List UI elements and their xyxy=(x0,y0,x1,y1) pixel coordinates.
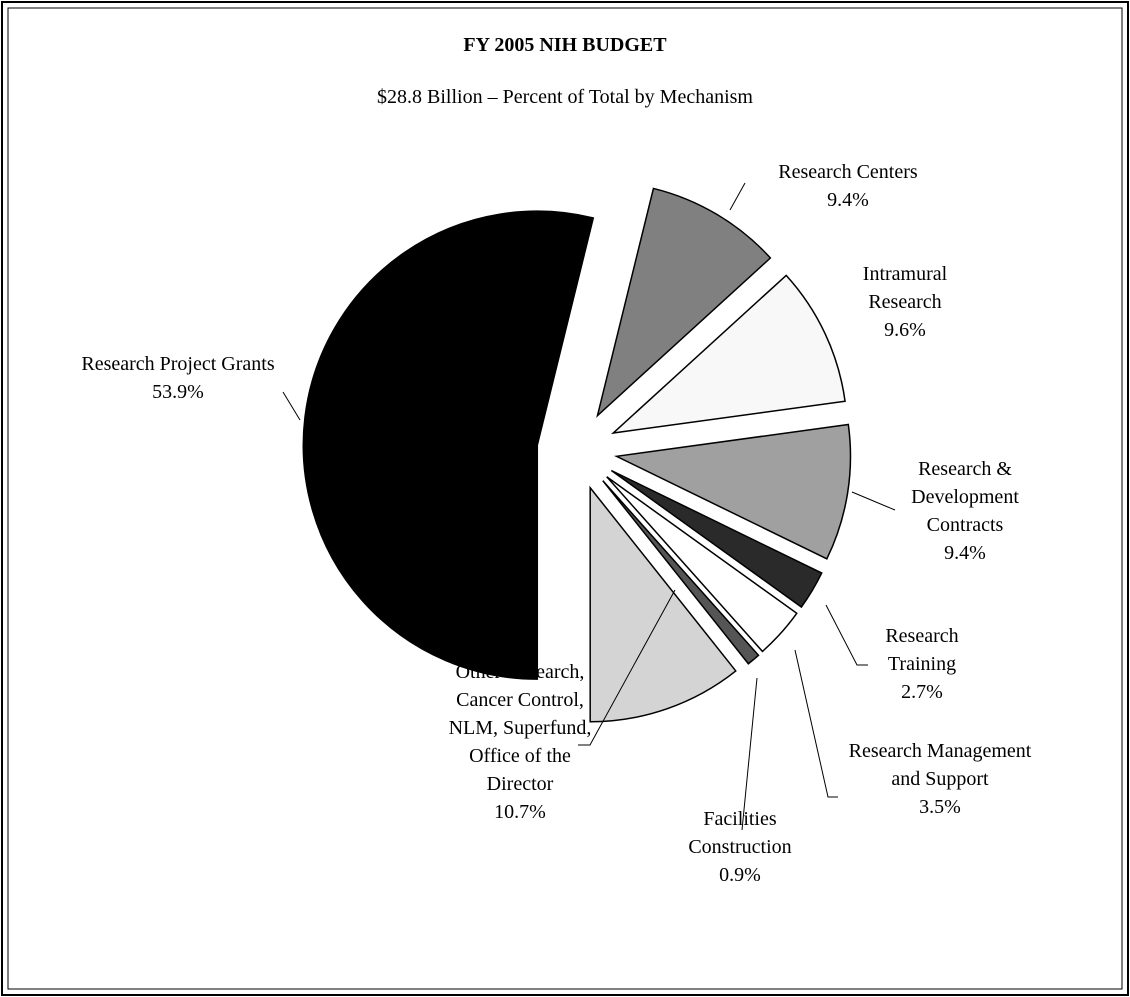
leader-line xyxy=(794,649,838,798)
pie-slice xyxy=(610,469,823,609)
slice-label: Facilities Construction 0.9% xyxy=(665,805,815,889)
category-label: Intramural Research xyxy=(862,263,948,313)
pie-slice xyxy=(589,485,737,723)
value-label: 2.7% xyxy=(901,681,943,703)
category-label: Other Research, Cancer Control, NLM, Sup… xyxy=(448,661,592,795)
leader-line xyxy=(578,589,676,746)
value-label: 0.9% xyxy=(719,864,761,886)
leader-line xyxy=(741,677,758,831)
chart-subtitle: $28.8 Billion – Percent of Total by Mech… xyxy=(377,86,753,108)
slice-label: Other Research, Cancer Control, NLM, Sup… xyxy=(436,658,604,826)
chart-title: FY 2005 NIH BUDGET xyxy=(463,34,667,56)
value-label: 9.4% xyxy=(827,189,869,211)
leader-line xyxy=(851,491,896,511)
pie-slice xyxy=(606,476,798,653)
category-label: Facilities Construction xyxy=(688,808,792,858)
pie-slice xyxy=(302,210,595,680)
value-label: 53.9% xyxy=(152,381,204,403)
value-label: 10.7% xyxy=(494,801,546,823)
category-label: Research Training xyxy=(885,625,959,675)
slice-label: Research Project Grants 53.9% xyxy=(78,350,278,406)
pie-slice xyxy=(613,423,852,560)
value-label: 3.5% xyxy=(919,796,961,818)
leader-line xyxy=(282,391,301,421)
pie-slice xyxy=(596,187,772,418)
category-label: Research Centers xyxy=(778,161,918,183)
slice-label: Research Centers 9.4% xyxy=(748,158,948,214)
leader-line xyxy=(825,604,868,666)
value-label: 9.6% xyxy=(884,319,926,341)
pie-slice xyxy=(610,274,846,435)
value-label: 9.4% xyxy=(944,542,986,564)
slice-label: Research & Development Contracts 9.4% xyxy=(890,455,1040,567)
slice-label: Research Training 2.7% xyxy=(862,622,982,706)
category-label: Research & Development Contracts xyxy=(911,458,1019,536)
pie-slice xyxy=(602,480,760,665)
slice-label: Intramural Research 9.6% xyxy=(840,260,970,344)
frame-inner xyxy=(7,7,1123,990)
slice-label: Research Management and Support 3.5% xyxy=(845,737,1035,821)
category-label: Research Management and Support xyxy=(848,740,1032,790)
category-label: Research Project Grants xyxy=(81,353,275,375)
leader-line xyxy=(729,182,746,211)
